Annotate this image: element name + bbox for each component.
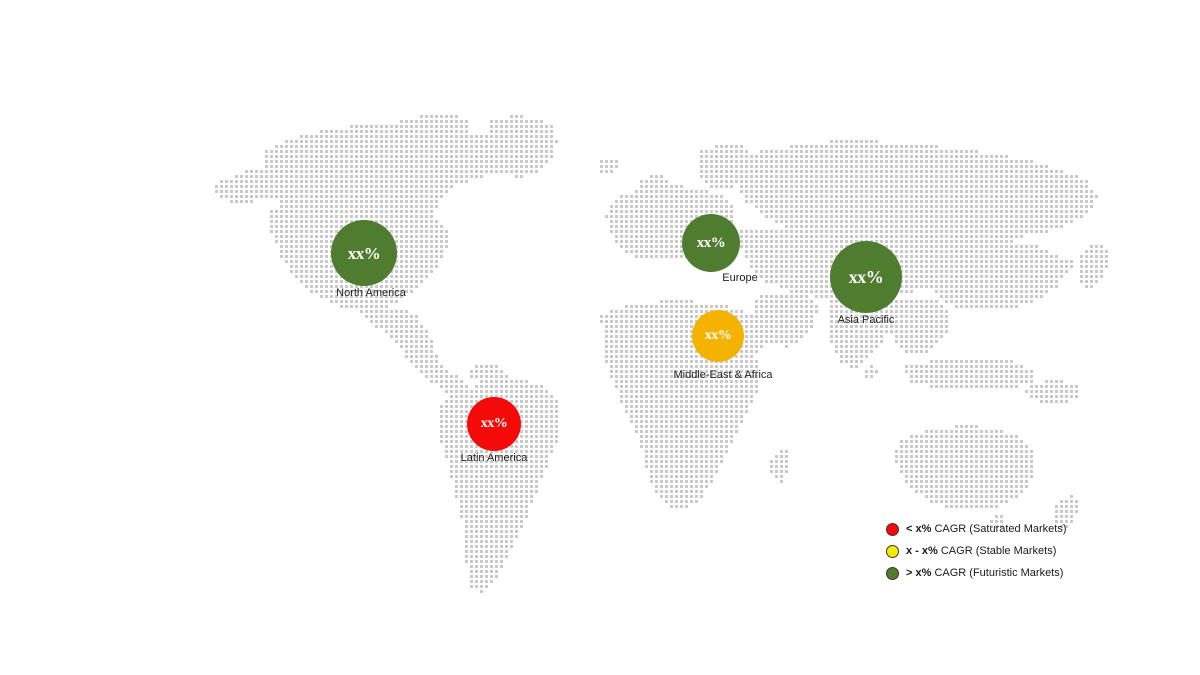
legend-threshold: > x% bbox=[906, 567, 932, 579]
legend-item[interactable]: x - x% CAGR (Stable Markets) bbox=[886, 540, 1186, 562]
region-label-north-america: North America bbox=[336, 287, 406, 299]
legend-description: CAGR (Saturated Markets) bbox=[931, 523, 1067, 535]
region-label-middle-east-africa: Middle-East & Africa bbox=[673, 369, 773, 381]
legend-item[interactable]: < x% CAGR (Saturated Markets) bbox=[886, 518, 1186, 540]
region-value: xx% bbox=[480, 416, 508, 431]
region-value: xx% bbox=[848, 267, 884, 287]
region-bubble-europe[interactable]: xx% bbox=[682, 214, 740, 272]
region-bubble-north-america[interactable]: xx% bbox=[331, 220, 397, 286]
region-bubble-asia-pacific[interactable]: xx% bbox=[830, 241, 902, 313]
legend-swatch-red bbox=[886, 522, 899, 536]
legend-label: x - x% CAGR (Stable Markets) bbox=[906, 545, 1056, 557]
region-label-europe: Europe bbox=[722, 272, 758, 284]
map-dot-grid bbox=[215, 115, 1108, 593]
legend-threshold: < x% bbox=[906, 523, 932, 535]
region-label-latin-america: Latin America bbox=[460, 452, 528, 464]
region-bubble-latin-america[interactable]: xx% bbox=[467, 397, 521, 451]
legend-label: < x% CAGR (Saturated Markets) bbox=[906, 523, 1066, 535]
region-value: xx% bbox=[704, 328, 732, 343]
region-value: xx% bbox=[696, 234, 726, 251]
legend-swatch-green bbox=[886, 566, 899, 580]
region-bubble-middle-east-africa[interactable]: xx% bbox=[692, 310, 744, 362]
region-label-asia-pacific: Asia Pacific bbox=[837, 314, 895, 326]
legend-threshold: x - x% bbox=[906, 545, 938, 557]
legend-description: CAGR (Futuristic Markets) bbox=[931, 567, 1064, 579]
region-value: xx% bbox=[347, 243, 381, 263]
legend-label: > x% CAGR (Futuristic Markets) bbox=[906, 567, 1063, 579]
legend: < x% CAGR (Saturated Markets) x - x% CAGR… bbox=[886, 518, 1186, 584]
legend-description: CAGR (Stable Markets) bbox=[937, 545, 1057, 557]
legend-swatch-yellow bbox=[886, 544, 899, 558]
legend-item[interactable]: > x% CAGR (Futuristic Markets) bbox=[886, 562, 1186, 584]
